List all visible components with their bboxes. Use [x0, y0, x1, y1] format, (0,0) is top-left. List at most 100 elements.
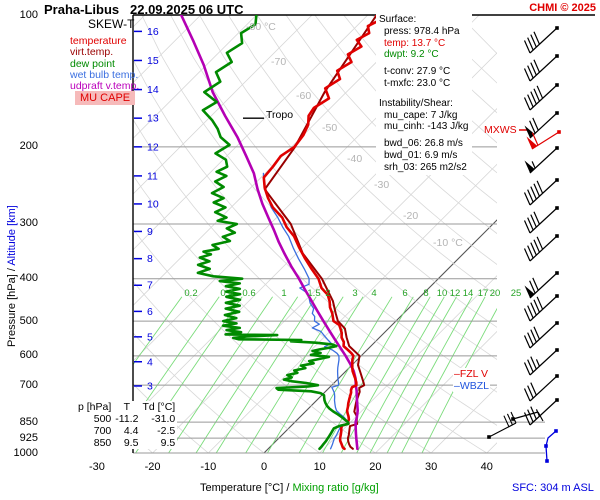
level-data-table: p [hPa] T Td [°C] 500 -11.2 -31.0 700 4.…	[76, 401, 178, 449]
pressure-tick-label: 700	[19, 378, 38, 391]
mixing-ratio-line	[340, 296, 431, 453]
surface-dwpt: dwpt: 9.2 °C	[384, 49, 439, 61]
wet-bulb-zero-label: –WBZL	[453, 380, 491, 392]
curve-virt-temp-	[263, 15, 378, 450]
isotherm-line	[152, 108, 497, 453]
cell-t-500: -11.2	[115, 413, 139, 425]
altitude-tick-label: 15	[147, 55, 159, 67]
mixing-ratio-label: 25	[511, 288, 522, 299]
table-header-p: p [hPa]	[78, 401, 112, 413]
info-panel: Surface: press: 978.4 hPa temp: 13.7 °C …	[376, 13, 472, 175]
y-axis-title-altitude: Altitude [km]	[6, 205, 18, 266]
instability-mu-cape: mu_cape: 7 J/kg	[384, 109, 458, 121]
isotherm-line	[319, 275, 497, 453]
cell-t-700: 4.4	[123, 425, 139, 437]
pressure-tick-label: 200	[19, 140, 38, 153]
instability-bwd01: bwd_01: 6.9 m/s	[384, 149, 458, 161]
altitude-tick-label: 12	[147, 141, 159, 153]
dry-adiabat-line	[170, 15, 497, 360]
freezing-level-label: –FZL V	[453, 368, 490, 380]
altitude-tick-label: 16	[147, 26, 159, 38]
isotherm-label: -50	[322, 122, 337, 134]
mixing-ratio-label: 12	[450, 288, 461, 299]
cell-td-850: 9.5	[160, 437, 176, 449]
curve-dew-point	[196, 15, 350, 451]
mixing-ratio-label: 0.6	[242, 288, 255, 299]
legend-item-virt-temp: virt.temp.	[70, 46, 114, 59]
isotherm-line	[133, 15, 424, 307]
pressure-tick-label: 400	[19, 272, 38, 285]
surface-heading: Surface:	[379, 14, 417, 25]
altitude-tick-label: 14	[147, 84, 159, 96]
table-row: 850 9.5 9.5	[76, 437, 177, 449]
pressure-tick-label: 1000	[13, 446, 38, 459]
sounding-datetime: 22.09.2025 06 UTC	[130, 2, 244, 17]
mixing-ratio-line	[356, 296, 445, 453]
mixing-ratio-label: 10	[437, 288, 448, 299]
isotherm-label: -10 °C	[433, 237, 463, 249]
altitude-tick-label: 4	[147, 356, 153, 368]
tropopause-label: Tropo	[266, 109, 294, 121]
x-axis-title-temp: Temperature [°C]	[200, 482, 284, 494]
y-axis-title-sep: /	[6, 268, 18, 272]
zero-isotherm	[263, 219, 497, 453]
wind-barb	[523, 54, 559, 82]
wind-barb	[523, 374, 559, 402]
mixing-ratio-label: 3	[352, 288, 357, 299]
legend-item-wet-bulb: wet bulb temp.	[70, 68, 139, 81]
isotherm-line	[133, 15, 369, 251]
dry-adiabat-line	[133, 332, 265, 453]
curve-udpraft-v-temp-	[179, 15, 359, 451]
cell-td-500: -31.0	[151, 413, 176, 425]
mixing-ratio-line	[133, 296, 183, 366]
wind-barb	[524, 271, 559, 299]
wind-barb	[523, 321, 559, 349]
temperature-tick-label: 40	[480, 461, 493, 473]
mixing-ratio-label: 14	[463, 288, 474, 299]
temperature-tick-label: 30	[424, 461, 438, 473]
isotherm-label: -80 °C	[246, 21, 276, 33]
surface-tconv: t-conv: 27.9 °C	[384, 66, 451, 78]
mixing-ratio-label: 0.4	[220, 288, 233, 299]
mu-cape-badge: MU CAPE	[75, 91, 136, 105]
pressure-tick-label: 500	[19, 314, 38, 327]
temperature-tick-label: -10	[200, 461, 217, 473]
pressure-tick-label: 300	[19, 217, 38, 230]
x-axis-title-mixing: Mixing ratio [g/kg]	[292, 482, 379, 494]
wind-barb-column	[523, 26, 561, 426]
station-elevation-note: SFC: 304 m ASL	[512, 482, 594, 494]
mixing-ratio-label: 1	[281, 288, 286, 299]
surface-tmxfc: t-mxfc: 23.0 °C	[384, 77, 451, 89]
wind-barb	[523, 83, 559, 111]
legend-item-updraft: udpraft v.temp.	[70, 80, 140, 93]
isotherm-line	[375, 330, 497, 453]
table-header-row: p [hPa] T Td [°C]	[76, 401, 177, 413]
cell-p-500: 500	[93, 413, 112, 425]
surface-wind-marker	[487, 411, 558, 463]
wind-barb	[524, 146, 559, 174]
station-name: Praha-Libus	[44, 2, 120, 17]
altitude-tick-label: 10	[147, 198, 159, 210]
dry-adiabat-line	[133, 58, 497, 426]
wind-barb	[523, 294, 559, 322]
isotherm-line	[133, 15, 257, 139]
sounding-curves	[179, 15, 381, 451]
temperature-tick-label: -20	[144, 461, 161, 473]
dry-adiabat-line	[458, 15, 497, 55]
curve-temperature	[262, 15, 381, 451]
legend-item-temperature: temperature	[70, 35, 127, 47]
wind-barb	[523, 234, 559, 262]
surface-temp: temp: 13.7 °C	[384, 37, 446, 49]
mixing-ratio-line	[133, 296, 220, 422]
dry-adiabat-line	[133, 228, 377, 453]
pressure-tick-label: 600	[19, 349, 38, 362]
copyright: CHMI © 2025	[529, 2, 596, 14]
isotherm-line	[208, 163, 497, 453]
altitude-tick-label: 7	[147, 280, 153, 292]
isotherm-label: -30	[374, 179, 389, 191]
legend-item-dew-point: dew point	[70, 57, 115, 70]
wind-barb	[523, 398, 559, 426]
wind-barb	[524, 111, 559, 139]
instability-heading: Instability/Shear:	[379, 97, 453, 109]
altitude-tick-label: 9	[147, 226, 153, 238]
